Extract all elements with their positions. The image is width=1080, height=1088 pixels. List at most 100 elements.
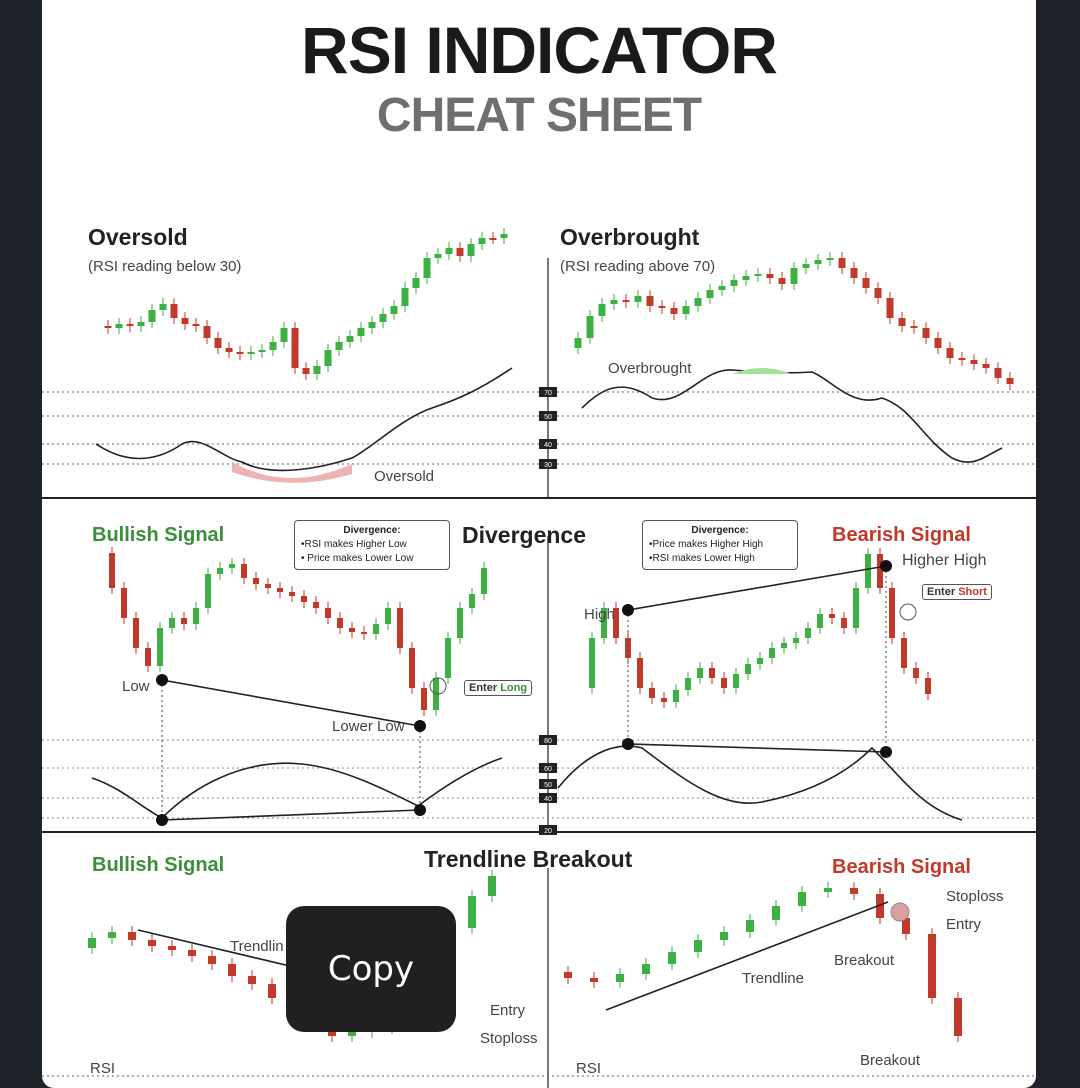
candle — [457, 608, 463, 638]
candle — [468, 896, 476, 928]
candle — [337, 618, 343, 628]
candle — [589, 638, 595, 688]
candle — [412, 278, 420, 288]
candle — [188, 950, 196, 956]
tb-bullish-rsi-label: RSI — [90, 1060, 116, 1077]
candle — [642, 964, 650, 974]
enter-short-prefix: Enter — [927, 586, 959, 598]
candle — [994, 368, 1002, 378]
candle — [610, 300, 618, 304]
candle — [481, 568, 487, 594]
divergence-dot — [880, 560, 892, 572]
candle — [467, 244, 475, 256]
candle — [169, 618, 175, 628]
rsi-tick-label: 50 — [544, 782, 552, 789]
candle — [280, 328, 288, 342]
candle — [390, 306, 398, 314]
candle — [268, 984, 276, 998]
candle — [456, 248, 464, 256]
candle — [876, 894, 884, 918]
candle — [128, 932, 136, 940]
overbought-heading: Overbrought — [560, 224, 700, 250]
tb-bearish-stoploss-label: Stoploss — [946, 888, 1004, 905]
candle — [772, 906, 780, 920]
candle — [625, 638, 631, 658]
candle — [277, 588, 283, 592]
candle — [802, 264, 810, 268]
candle — [586, 316, 594, 338]
candle — [613, 608, 619, 638]
tb-bullish-trendline-label: Trendlin — [230, 938, 284, 955]
candle — [168, 946, 176, 950]
candle — [934, 338, 942, 348]
oversold-caption: (RSI reading below 30) — [88, 258, 242, 275]
enter-short-word: Short — [958, 586, 987, 598]
rsi-tick-label: 80 — [544, 738, 552, 745]
cheat-sheet-card: RSI INDICATOR CHEAT SHEET 70 50 40 30 80 60 50… — [42, 0, 1036, 1088]
candle — [862, 278, 870, 288]
div-bearish-note: Divergence: •Price makes Higher High •RS… — [642, 520, 798, 570]
div-bullish-note-line: • Price makes Lower Low — [301, 553, 414, 564]
candle — [348, 1032, 356, 1036]
candle — [379, 314, 387, 322]
candle — [489, 238, 497, 240]
candle — [269, 342, 277, 350]
candle — [913, 668, 919, 678]
candle — [658, 306, 666, 308]
candle — [745, 664, 751, 674]
candle — [373, 624, 379, 634]
candle — [697, 668, 703, 678]
tb-bearish-breakout-label: Breakout — [834, 952, 895, 969]
candle — [313, 366, 321, 374]
candle — [798, 892, 806, 906]
div-high-label: High — [584, 606, 615, 623]
candle — [217, 568, 223, 574]
candle — [228, 964, 236, 976]
candle — [423, 258, 431, 278]
candle — [829, 614, 835, 618]
div-bullish-note: Divergence: •RSI makes Higher Low • Pric… — [294, 520, 450, 570]
candle — [598, 304, 606, 316]
rsi-tick-box — [539, 387, 557, 397]
candle — [192, 324, 200, 326]
candle — [805, 628, 811, 638]
candle — [814, 260, 822, 264]
candle — [181, 318, 189, 324]
candle — [649, 688, 655, 698]
divergence-dot — [156, 674, 168, 686]
candle — [622, 300, 630, 302]
candle — [673, 690, 679, 702]
candle — [421, 688, 427, 710]
page-title: RSI INDICATOR — [301, 13, 778, 87]
tb-bullish-entry-label: Entry — [490, 1002, 526, 1019]
candle — [616, 974, 624, 982]
candle — [954, 998, 962, 1036]
candle — [193, 608, 199, 624]
enter-long-prefix: Enter — [469, 682, 501, 694]
div-low-label: Low — [122, 678, 150, 695]
candle — [721, 678, 727, 688]
div-bullish-note-line: •RSI makes Higher Low — [301, 539, 407, 550]
bearish-trendline — [605, 901, 889, 1011]
candle — [898, 318, 906, 326]
candle — [170, 304, 178, 318]
candle — [253, 578, 259, 584]
candle — [853, 588, 859, 628]
candle — [104, 326, 112, 328]
rsi-tick-label: 50 — [544, 414, 552, 421]
candle — [769, 648, 775, 658]
candle — [445, 248, 453, 254]
overbought-caption: (RSI reading above 70) — [560, 258, 716, 275]
copy-button[interactable]: Copy — [286, 906, 456, 1032]
candle — [754, 274, 762, 276]
charts-canvas: 70 50 40 30 80 60 50 40 20 — [42, 228, 1036, 1088]
candle — [229, 564, 235, 568]
candle — [910, 326, 918, 328]
candle — [841, 618, 847, 628]
candle — [181, 618, 187, 624]
candle — [778, 278, 786, 284]
div-bearish-rsi-line — [557, 745, 963, 821]
candle — [877, 554, 883, 588]
candle — [109, 553, 115, 588]
candle — [325, 608, 331, 618]
